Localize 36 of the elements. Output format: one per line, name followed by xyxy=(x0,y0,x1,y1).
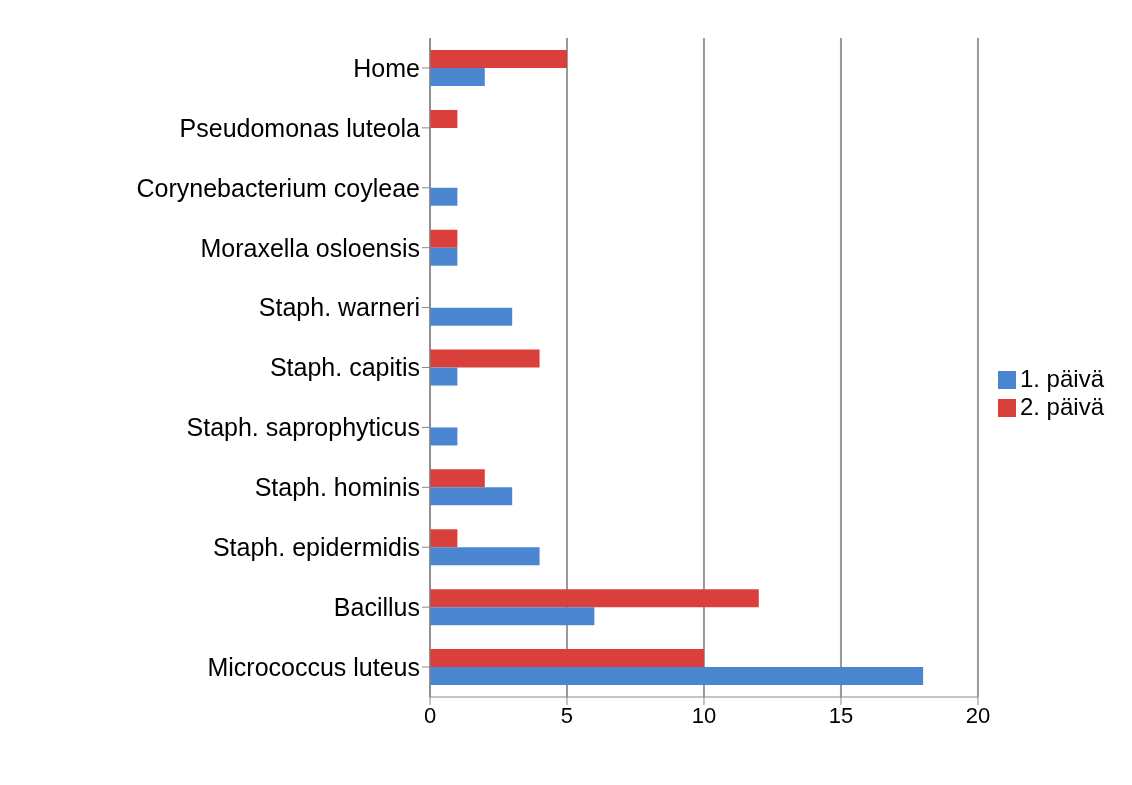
y-tick-label: Micrococcus luteus xyxy=(207,652,420,681)
bar xyxy=(430,349,540,368)
y-tick-label: Staph. epidermidis xyxy=(212,533,420,562)
bar xyxy=(430,187,458,206)
legend-label: 1. päivä xyxy=(1019,364,1104,392)
bar xyxy=(430,247,458,266)
bar xyxy=(430,487,513,506)
bar xyxy=(430,667,924,686)
x-tick-label: 0 xyxy=(423,702,437,728)
bar xyxy=(430,50,567,68)
y-tick-label: Pseudomonas luteola xyxy=(179,113,421,142)
bar xyxy=(430,649,704,668)
bar xyxy=(430,68,485,86)
y-tick-label: Staph. hominis xyxy=(254,473,420,502)
bar xyxy=(430,529,458,548)
bar xyxy=(430,367,458,386)
bar xyxy=(430,469,485,488)
y-tick-label: Staph. saprophyticus xyxy=(186,413,420,442)
bar xyxy=(430,607,595,626)
bar xyxy=(430,547,540,566)
bar xyxy=(430,109,458,128)
x-tick-label: 5 xyxy=(560,702,574,728)
y-tick-label: Staph. capitis xyxy=(269,353,420,382)
x-tick-label: 15 xyxy=(828,702,854,728)
bar xyxy=(430,307,513,326)
bar xyxy=(430,589,759,608)
bar xyxy=(430,229,458,248)
y-tick-label: Staph. warneri xyxy=(258,293,420,322)
y-tick-label: Home xyxy=(353,53,420,82)
y-tick-label: Moraxella osloensis xyxy=(200,233,420,262)
bar xyxy=(430,427,458,446)
legend-label: 2. päivä xyxy=(1019,392,1104,420)
y-tick-label: Corynebacterium coyleae xyxy=(136,173,420,202)
x-tick-label: 10 xyxy=(691,702,717,728)
x-tick-label: 20 xyxy=(965,702,991,728)
y-tick-label: Bacillus xyxy=(333,593,420,622)
